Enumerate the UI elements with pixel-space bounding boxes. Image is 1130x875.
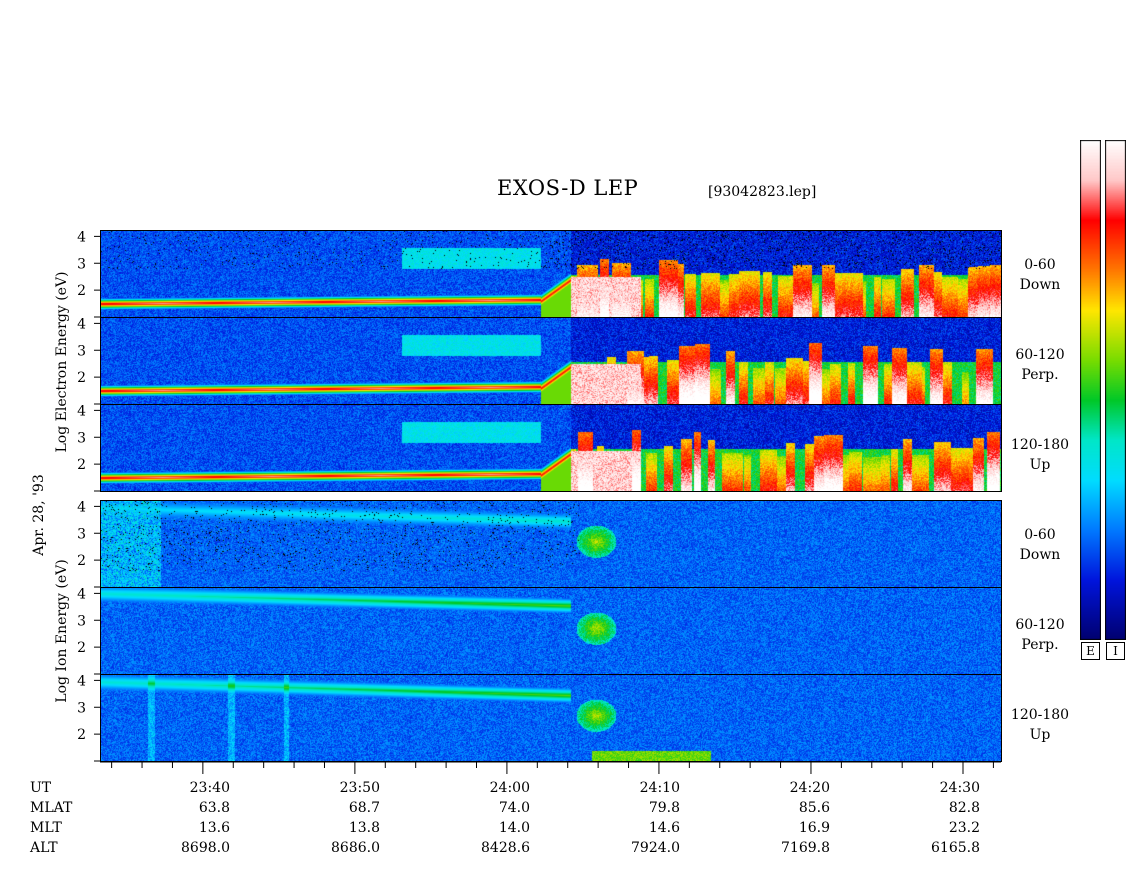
ion-perp-panel <box>101 588 1001 674</box>
panel-label-e-perp: 60-120 Perp. <box>1000 345 1080 385</box>
ut-tick-label: 24:20 <box>789 780 830 796</box>
panel-label-i-up: 120-180 Up <box>1000 705 1080 745</box>
panel-frame <box>100 587 1002 675</box>
mlat-value: 85.6 <box>798 800 830 816</box>
y-tick-label: 4 <box>77 673 86 689</box>
y-tick-label: 3 <box>77 700 86 716</box>
direction-label: Perp. <box>1021 367 1059 383</box>
y-tick-label: 2 <box>77 457 86 473</box>
ut-tick-label: 24:10 <box>639 780 680 796</box>
mlt-value: 14.6 <box>648 820 680 836</box>
direction-label: Down <box>1019 547 1061 563</box>
alt-value: 7169.8 <box>781 840 830 856</box>
mlt-value: 13.6 <box>198 820 230 836</box>
y-tick-label: 3 <box>77 256 86 272</box>
pitch-range-label: 60-120 <box>1015 617 1065 633</box>
panel-label-i-down: 0-60 Down <box>1000 525 1080 565</box>
electron-down-panel <box>101 231 1001 317</box>
y-tick-label: 2 <box>77 283 86 299</box>
pitch-range-label: 0-60 <box>1024 257 1056 273</box>
pitch-range-label: 120-180 <box>1010 707 1070 723</box>
y-tick-label: 3 <box>77 526 86 542</box>
ion-axis-label: Log Ion Energy (eV) <box>54 559 70 703</box>
panel-label-e-down: 0-60 Down <box>1000 255 1080 295</box>
mlt-value: 13.8 <box>348 820 380 836</box>
panel-label-e-up: 120-180 Up <box>1000 435 1080 475</box>
y-tick-label: 2 <box>77 640 86 656</box>
direction-label: Perp. <box>1021 637 1059 653</box>
ut-tick-label: 24:30 <box>939 780 980 796</box>
y-tick-label: 4 <box>77 229 86 245</box>
ion-colorbar-label: I <box>1106 642 1125 660</box>
pitch-range-label: 120-180 <box>1010 437 1070 453</box>
y-tick-label: 4 <box>77 316 86 332</box>
alt-value: 6165.8 <box>931 840 980 856</box>
ut-row-label: UT <box>30 780 52 796</box>
panel-frame <box>100 317 1002 405</box>
mlat-value: 82.8 <box>948 800 980 816</box>
panel-frame <box>100 230 1002 318</box>
y-tick-label: 3 <box>77 613 86 629</box>
y-tick-label: 2 <box>77 553 86 569</box>
electron-axis-label: Log Electron Energy (eV) <box>54 271 70 453</box>
alt-value: 7924.0 <box>631 840 680 856</box>
date-label: Apr. 28, '93 <box>31 474 47 556</box>
file-name: [93042823.lep] <box>708 184 817 200</box>
y-tick-label: 4 <box>77 403 86 419</box>
alt-value: 8698.0 <box>181 840 230 856</box>
ion-down-panel <box>101 501 1001 587</box>
ut-tick-label: 24:00 <box>489 780 530 796</box>
ion-up-panel <box>101 675 1001 761</box>
ut-tick-label: 23:40 <box>189 780 230 796</box>
direction-label: Up <box>1029 457 1051 473</box>
mlat-row-label: MLAT <box>30 800 73 816</box>
y-tick-label: 3 <box>77 430 86 446</box>
panel-frame <box>100 500 1002 588</box>
mlt-row-label: MLT <box>30 820 62 836</box>
electron-colorbar-label: E <box>1081 642 1100 660</box>
electron-perp-panel <box>101 318 1001 404</box>
panel-label-i-perp: 60-120 Perp. <box>1000 615 1080 655</box>
mlat-value: 63.8 <box>198 800 230 816</box>
mlt-value: 14.0 <box>498 820 530 836</box>
ion-colorbar <box>1105 140 1126 640</box>
chart-title: EXOS-D LEP <box>497 176 639 200</box>
electron-colorbar <box>1080 140 1101 640</box>
mlt-value: 23.2 <box>948 820 980 836</box>
alt-value: 8686.0 <box>331 840 380 856</box>
electron-up-panel <box>101 405 1001 491</box>
panel-frame <box>100 674 1002 762</box>
y-tick-label: 4 <box>77 499 86 515</box>
direction-label: Up <box>1029 727 1051 743</box>
y-tick-label: 4 <box>77 586 86 602</box>
ut-tick-label: 23:50 <box>339 780 380 796</box>
y-tick-label: 2 <box>77 370 86 386</box>
alt-value: 8428.6 <box>481 840 530 856</box>
mlat-value: 74.0 <box>498 800 530 816</box>
y-tick-label: 2 <box>77 727 86 743</box>
pitch-range-label: 0-60 <box>1024 527 1056 543</box>
y-tick-label: 3 <box>77 343 86 359</box>
mlt-value: 16.9 <box>798 820 830 836</box>
mlat-value: 79.8 <box>648 800 680 816</box>
alt-row-label: ALT <box>30 840 58 856</box>
mlat-value: 68.7 <box>348 800 380 816</box>
pitch-range-label: 60-120 <box>1015 347 1065 363</box>
panel-frame <box>100 404 1002 492</box>
direction-label: Down <box>1019 277 1061 293</box>
